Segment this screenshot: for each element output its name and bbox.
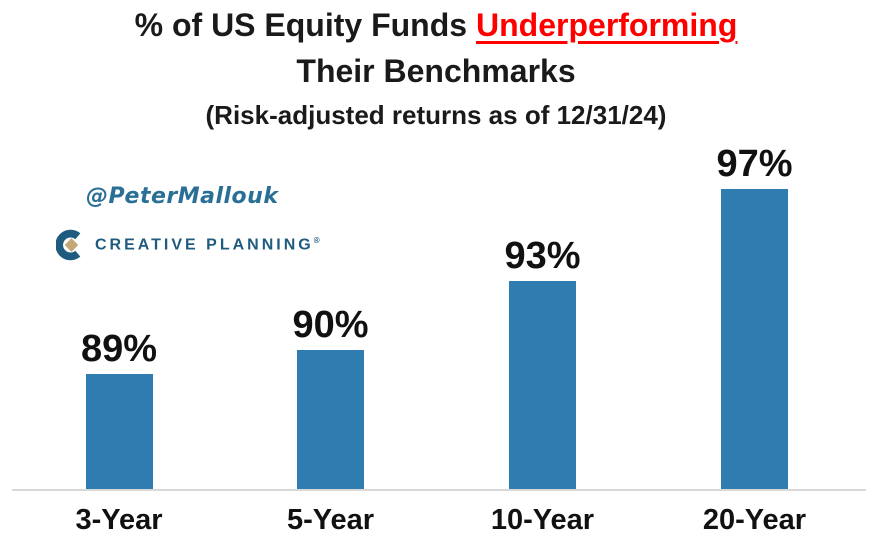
x-axis-category-label: 20-Year	[702, 504, 807, 536]
creative-planning-logo: CREATIVE PLANNING®	[56, 228, 320, 262]
twitter-handle: @PeterMallouk	[86, 184, 279, 209]
bar-value-label: 90%	[292, 304, 369, 347]
chart-subtitle: (Risk-adjusted returns as of 12/31/24)	[205, 100, 667, 130]
registered-trademark-symbol: ®	[313, 235, 320, 245]
creative-planning-c-diamond-icon	[56, 229, 81, 261]
logo-text: CREATIVE PLANNING	[95, 236, 314, 254]
bar-value-label: 97%	[716, 142, 793, 185]
title-part-underperforming: Underperforming	[476, 7, 738, 43]
x-axis-category-label: 3-Year	[75, 504, 163, 536]
bar-value-label: 89%	[80, 327, 158, 370]
bar-value-label: 93%	[504, 235, 581, 278]
bar-5-Year	[297, 350, 364, 489]
title-line2: Their Benchmarks	[296, 53, 576, 89]
x-axis-category-label: 10-Year	[490, 504, 595, 536]
bar-3-Year	[85, 373, 153, 489]
chart-title: % of US Equity Funds Underperforming Thei…	[0, 2, 872, 94]
x-axis-baseline	[12, 489, 866, 491]
bar-10-Year	[509, 281, 576, 489]
logo-wordmark: CREATIVE PLANNING®	[95, 236, 320, 254]
bar-20-Year	[721, 188, 788, 489]
x-axis-category-label: 5-Year	[286, 504, 375, 536]
title-part-black: % of US Equity Funds	[134, 7, 468, 43]
